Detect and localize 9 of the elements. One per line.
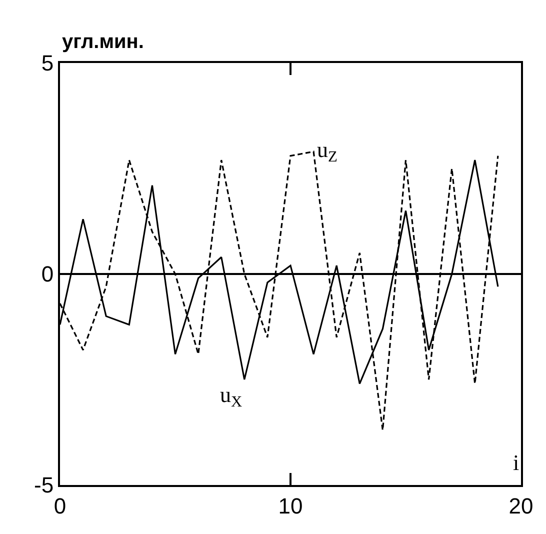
x-tick-label: 10 — [278, 493, 303, 518]
y-tick-label: 5 — [41, 50, 54, 76]
y-tick-label: -5 — [34, 472, 54, 498]
series-label: u$_{Z}$ — [317, 137, 338, 166]
y-tick-label: 0 — [41, 262, 54, 287]
series-label: u$_{X}$ — [220, 382, 242, 411]
x-axis-title: i — [513, 450, 520, 475]
y-axis-title: угл.мин. — [62, 31, 144, 53]
x-tick-label: 20 — [508, 493, 534, 518]
